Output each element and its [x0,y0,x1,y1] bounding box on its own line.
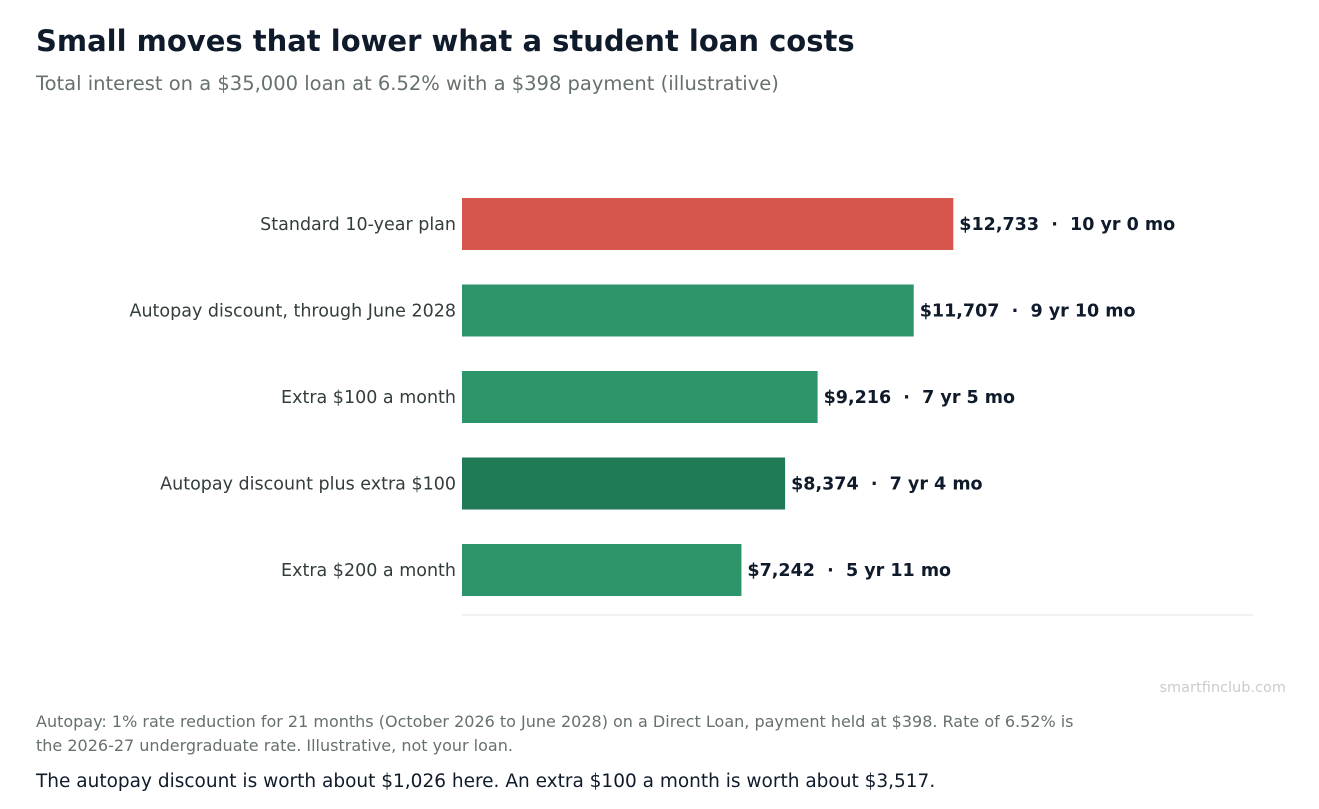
value-label-1: $12,733 · 10 yr 0 mo [959,215,1175,235]
category-label-5: Extra $200 a month [281,561,456,581]
category-label-4: Autopay discount plus extra $100 [160,475,456,495]
bar-2 [462,284,914,337]
bar-chart: Standard 10-year plan $12,733 · 10 yr 0 m… [129,198,1253,616]
chart-subtitle: Total interest on a $35,000 loan at 6.52… [36,72,779,95]
bar-5 [462,544,742,596]
value-label-2: $11,707 · 9 yr 10 mo [920,302,1136,322]
source-watermark: smartfinclub.com [1159,680,1286,696]
chart-title: Small moves that lower what a student lo… [36,24,855,58]
bar-1 [462,198,954,250]
value-label-5: $7,242 · 5 yr 11 mo [747,561,951,581]
category-label-2: Autopay discount, through June 2028 [129,302,456,322]
category-label-3: Extra $100 a month [281,388,456,408]
footnote: Autopay: 1% rate reduction for 21 months… [36,712,1074,755]
value-label-3: $9,216 · 7 yr 5 mo [824,388,1015,408]
category-label-1: Standard 10-year plan [260,215,456,235]
takeaway-text: The autopay discount is worth about $1,0… [36,771,936,792]
bar-4 [462,457,786,510]
value-label-4: $8,374 · 7 yr 4 mo [791,475,982,495]
bar-3 [462,371,818,423]
